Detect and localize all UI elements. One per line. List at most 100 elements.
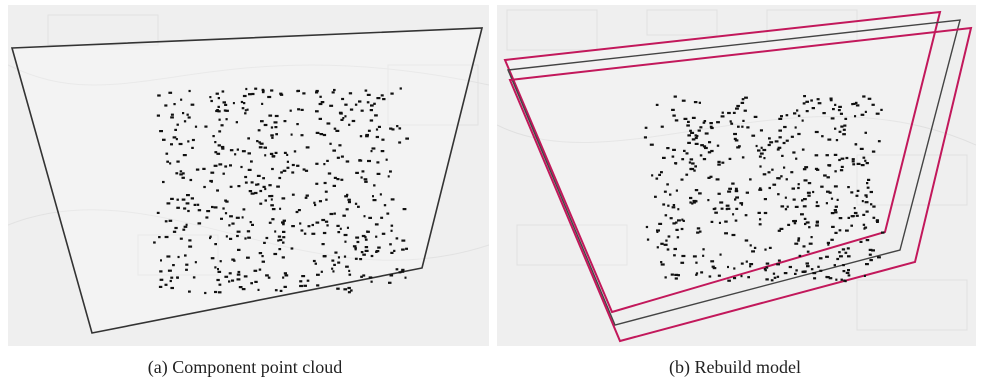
point — [271, 137, 273, 139]
point — [396, 268, 399, 270]
point — [174, 129, 177, 131]
point — [224, 104, 227, 106]
point — [675, 119, 679, 121]
point — [316, 132, 320, 134]
point — [807, 195, 810, 197]
point — [780, 228, 784, 230]
point — [660, 171, 663, 173]
point — [754, 247, 756, 249]
point — [248, 152, 252, 154]
point — [299, 285, 303, 287]
point — [173, 136, 177, 138]
point — [159, 286, 162, 288]
point — [391, 225, 394, 227]
point — [664, 244, 668, 246]
point — [769, 187, 772, 189]
point — [316, 274, 320, 276]
point — [669, 194, 671, 196]
point — [319, 200, 322, 202]
point — [321, 219, 325, 221]
point — [173, 231, 176, 233]
point — [803, 198, 807, 200]
point — [191, 104, 195, 106]
point — [698, 130, 701, 132]
point — [689, 161, 691, 163]
point — [264, 147, 268, 149]
point — [656, 178, 659, 180]
point — [731, 183, 734, 185]
point — [686, 124, 690, 126]
point — [843, 280, 845, 282]
point — [278, 248, 281, 250]
point — [312, 224, 315, 226]
point — [332, 150, 336, 152]
point — [368, 130, 371, 132]
point — [247, 237, 251, 239]
point — [271, 126, 273, 128]
point — [735, 196, 739, 198]
point — [749, 263, 753, 265]
point — [218, 106, 220, 108]
point — [270, 153, 273, 155]
point — [261, 103, 263, 105]
point — [301, 275, 305, 277]
point — [265, 199, 268, 201]
point — [667, 248, 670, 250]
point — [860, 148, 864, 150]
point — [386, 213, 389, 215]
point — [176, 161, 179, 163]
point — [225, 212, 227, 214]
point — [259, 252, 262, 254]
point — [837, 199, 839, 201]
figure: (a) Component point cloud (b) Rebuild mo… — [0, 0, 981, 387]
point — [336, 288, 340, 290]
point — [306, 146, 310, 148]
point — [687, 142, 691, 144]
point — [873, 217, 876, 219]
point — [217, 110, 220, 112]
point — [798, 115, 800, 117]
point — [713, 267, 717, 269]
point — [247, 230, 250, 232]
point — [827, 139, 831, 141]
point — [374, 114, 378, 116]
point — [399, 127, 402, 129]
point — [249, 190, 252, 192]
point — [852, 158, 855, 160]
point — [708, 151, 711, 153]
point — [223, 101, 227, 103]
point — [765, 278, 768, 280]
point — [850, 191, 853, 193]
point — [364, 215, 366, 217]
point — [656, 231, 658, 233]
point — [695, 262, 697, 264]
point — [237, 185, 240, 187]
point — [188, 246, 192, 248]
point — [326, 160, 329, 162]
point — [783, 167, 785, 169]
point — [229, 215, 233, 217]
point — [259, 190, 262, 192]
point — [694, 165, 697, 167]
point — [218, 163, 222, 165]
point — [321, 101, 325, 103]
point — [760, 153, 764, 155]
point — [329, 105, 333, 107]
point — [781, 205, 785, 207]
point — [735, 208, 738, 210]
point — [866, 182, 868, 184]
point — [867, 179, 870, 181]
point — [667, 205, 669, 207]
point — [188, 239, 191, 241]
point — [838, 109, 841, 111]
point — [690, 158, 694, 160]
point — [226, 235, 228, 237]
point — [759, 165, 761, 167]
point — [218, 271, 222, 273]
point — [785, 208, 787, 210]
point — [323, 255, 327, 257]
viewport-a — [8, 5, 489, 346]
point — [216, 93, 219, 95]
point — [218, 97, 220, 99]
point — [192, 139, 195, 141]
